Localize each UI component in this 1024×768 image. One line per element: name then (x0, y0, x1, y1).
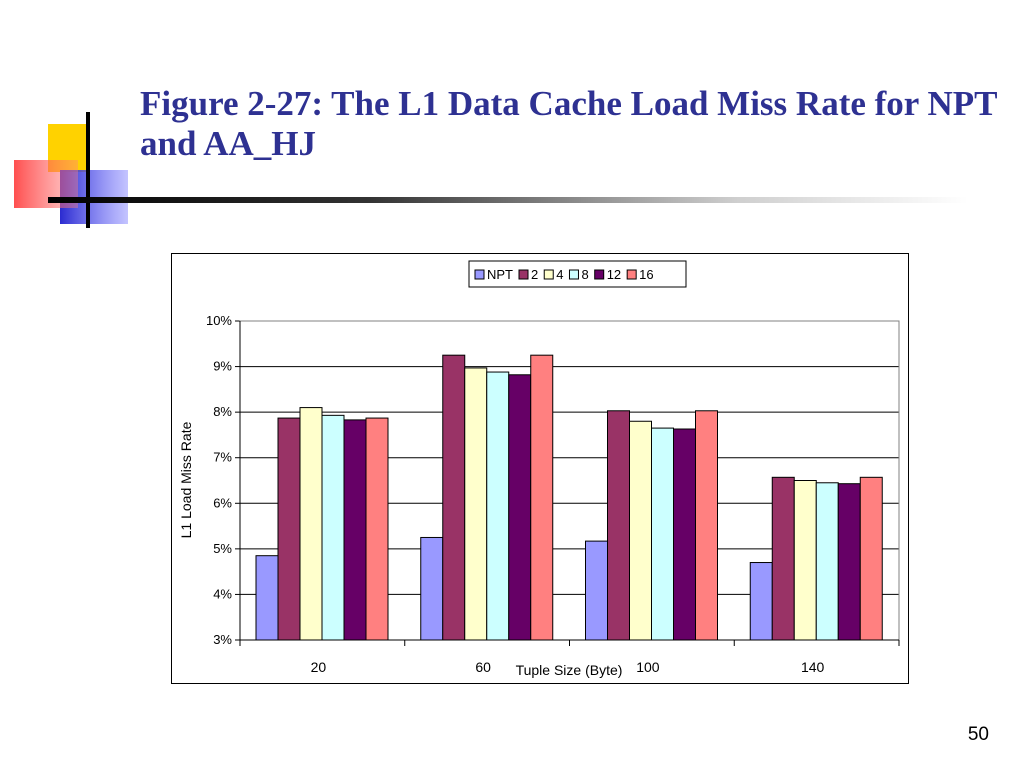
bar (508, 374, 532, 641)
bar (837, 483, 861, 641)
legend-label: 16 (639, 267, 653, 282)
bar (343, 419, 367, 641)
bar (793, 480, 817, 641)
bar (321, 414, 345, 641)
legend-label: 4 (556, 267, 563, 282)
legend-label: NPT (487, 267, 513, 282)
decorative-logo (0, 0, 140, 240)
y-axis-title: L1 Load Miss Rate (178, 421, 194, 538)
y-tick-label: 5% (213, 541, 232, 556)
bar (299, 407, 323, 641)
x-tick-label: 60 (475, 659, 491, 675)
title-divider (48, 197, 968, 203)
y-tick-label: 9% (213, 359, 232, 374)
bar (629, 420, 652, 641)
y-tick-label: 6% (213, 495, 232, 510)
legend-swatch (594, 269, 605, 280)
slide-title: Figure 2-27: The L1 Data Cache Load Miss… (140, 84, 997, 163)
bar (277, 417, 301, 641)
legend-swatch (626, 269, 637, 280)
legend-swatch (474, 269, 485, 280)
bar (255, 555, 279, 641)
bar-chart: 3% 4% 5% 6% 7% 8% 9% 10% 20 60 100 140 Tuple Size (B… (178, 260, 900, 678)
legend-swatch (568, 269, 579, 280)
bar (673, 428, 696, 641)
y-tick-label: 7% (213, 450, 232, 465)
page-number: 50 (967, 724, 989, 745)
y-tick-label: 8% (213, 404, 232, 419)
bar (585, 540, 608, 641)
bar (486, 371, 510, 641)
y-tick-label: 3% (213, 632, 232, 647)
bar (530, 354, 554, 641)
bar (815, 482, 839, 641)
bar (771, 476, 795, 641)
legend-label: 8 (581, 267, 588, 282)
bar (651, 427, 674, 641)
bar (607, 410, 630, 641)
x-tick-label: 140 (801, 659, 825, 675)
chart-container: 3% 4% 5% 6% 7% 8% 9% 10% 20 60 100 140 Tuple Size (B… (171, 253, 909, 684)
bar (420, 536, 444, 641)
bar (464, 367, 488, 641)
legend-swatch (518, 269, 529, 280)
x-tick-label: 20 (311, 659, 327, 675)
x-tick-label: 100 (636, 659, 660, 675)
bar (859, 476, 883, 641)
bar (442, 354, 466, 641)
y-tick-label: 10% (206, 313, 232, 328)
legend-label: 2 (531, 267, 538, 282)
y-tick-label: 4% (213, 586, 232, 601)
bar (695, 410, 718, 641)
x-axis-title: Tuple Size (Byte) (516, 662, 623, 678)
legend-label: 12 (607, 267, 621, 282)
title-area: Figure 2-27: The L1 Data Cache Load Miss… (140, 84, 1000, 164)
bar (749, 562, 773, 641)
bar (365, 417, 389, 641)
legend-swatch (543, 269, 554, 280)
